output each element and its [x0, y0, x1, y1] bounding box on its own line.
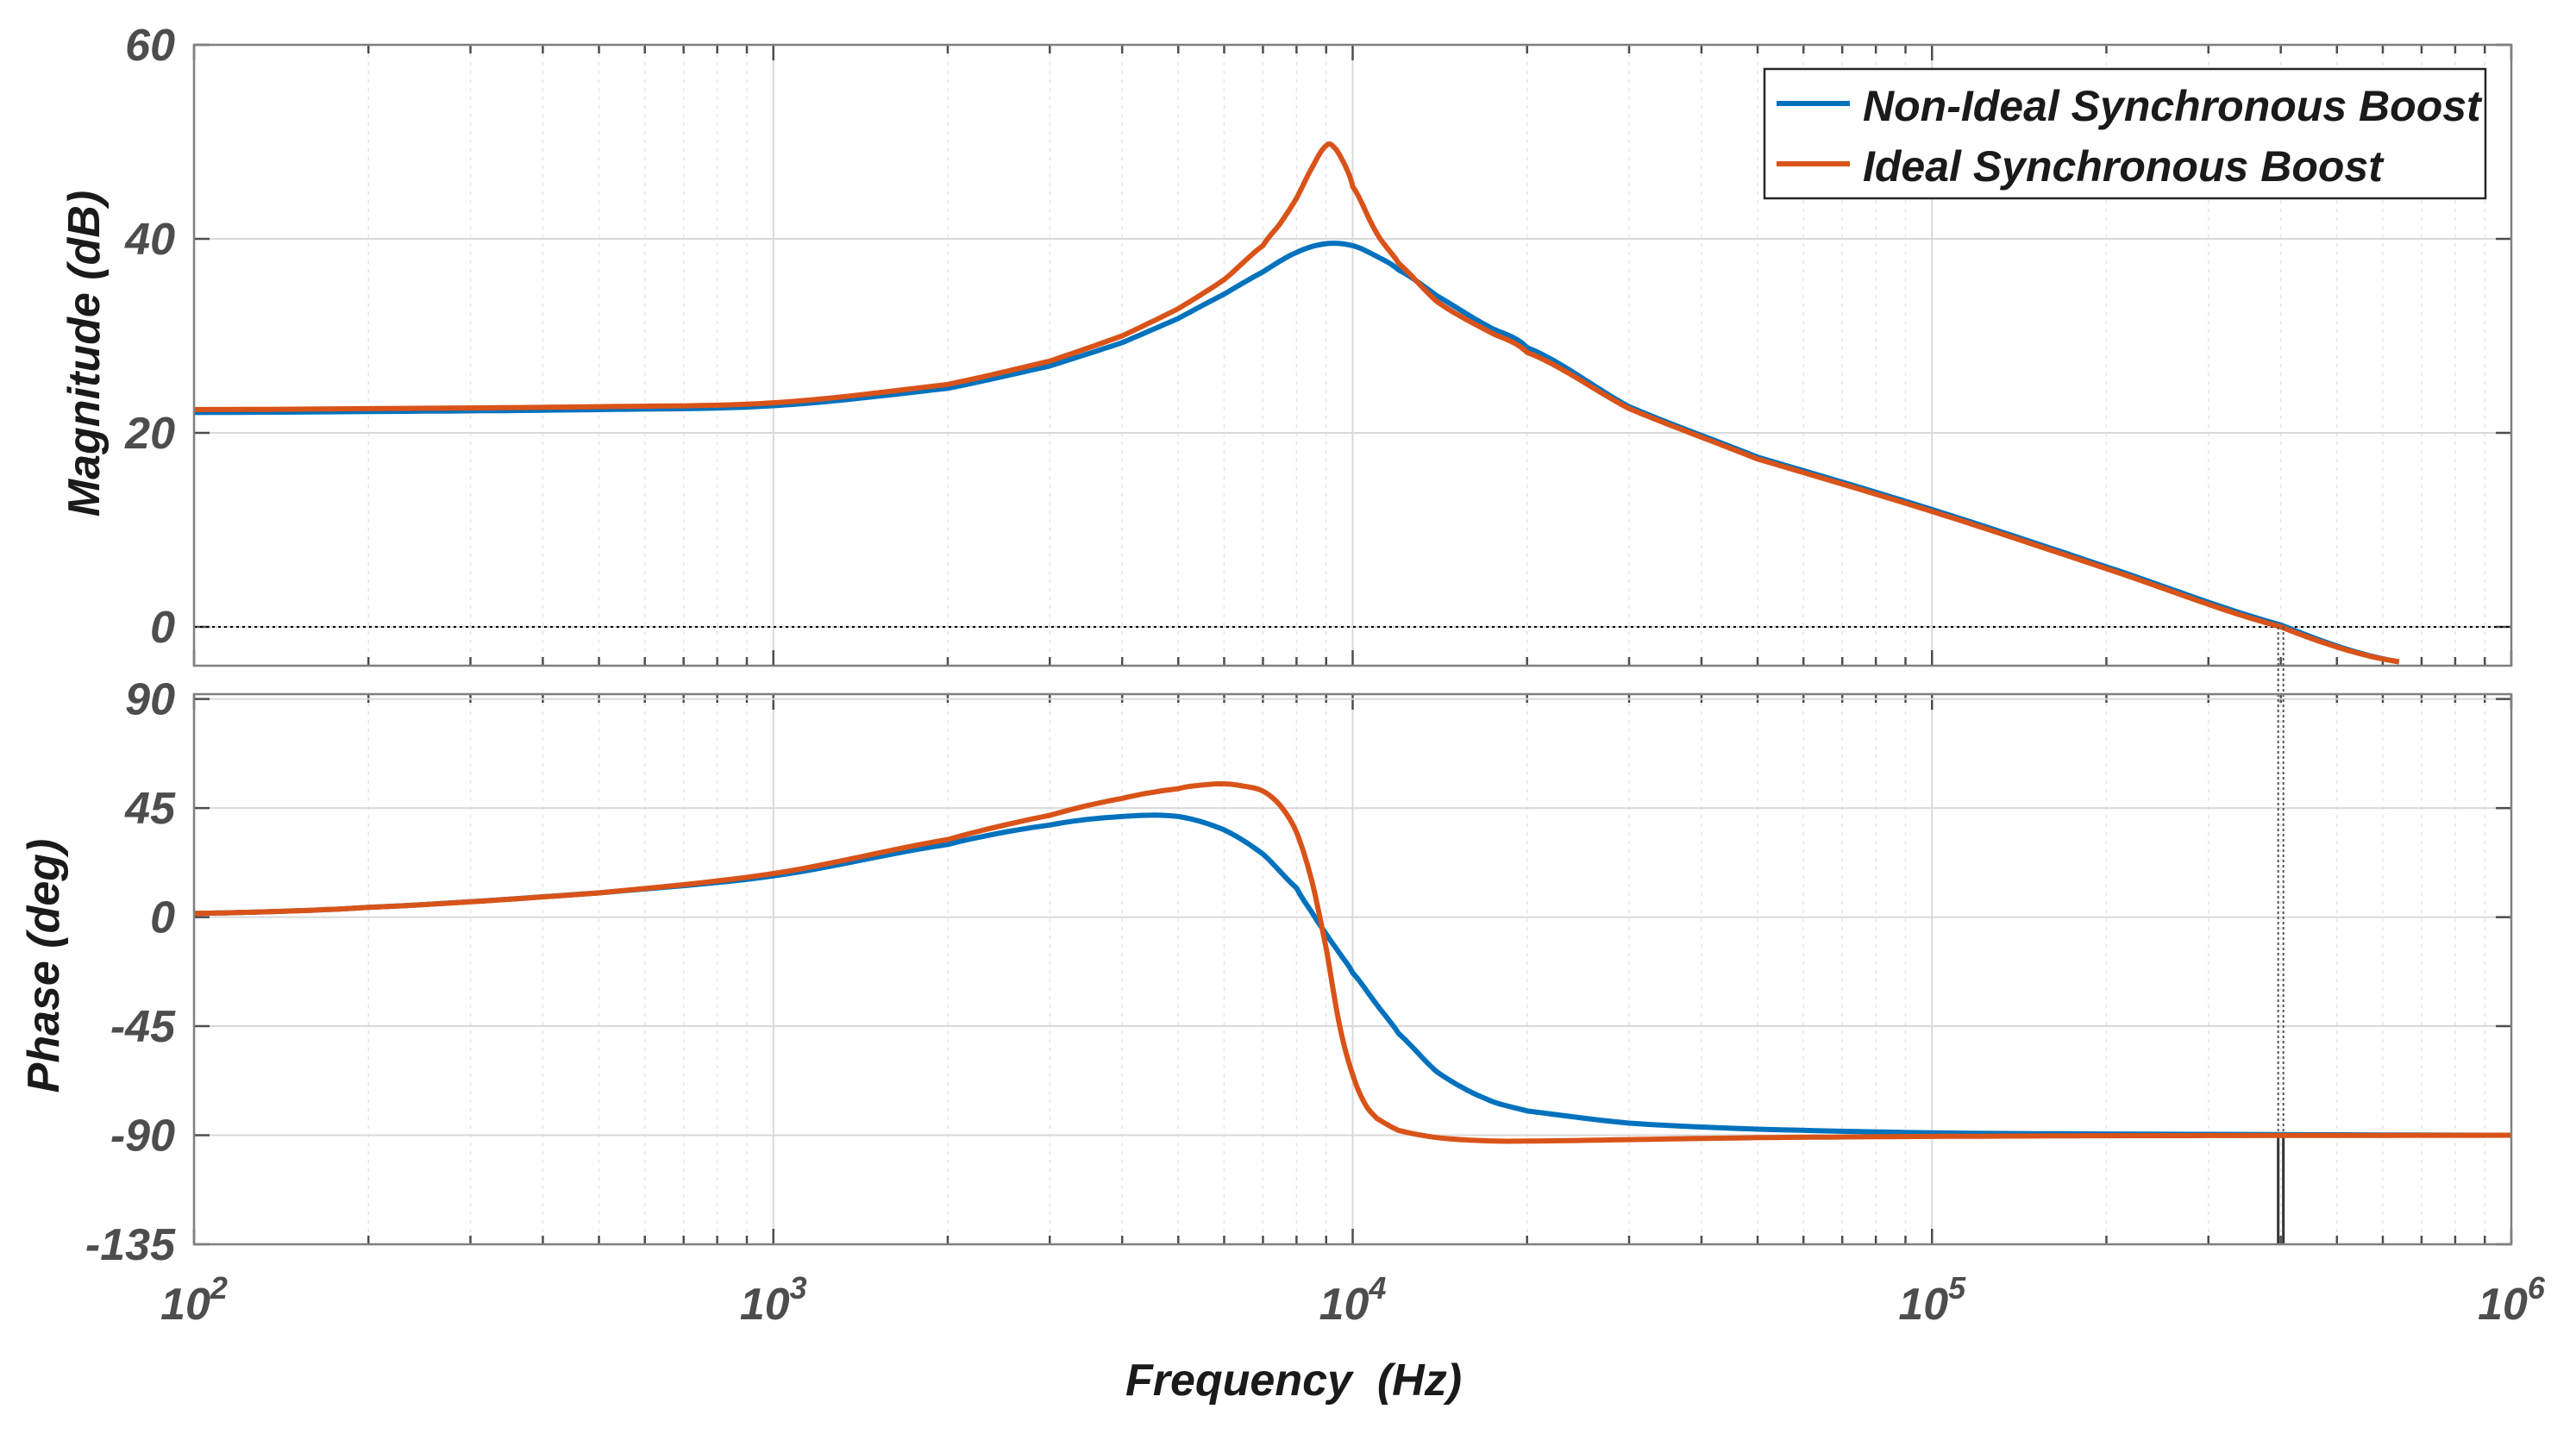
legend-box	[1763, 67, 2487, 200]
y-tick-label: -90	[110, 1112, 175, 1162]
y-tick-label: 40	[124, 215, 175, 265]
magnitude-y-axis-label: Magnitude (dB)	[60, 191, 110, 517]
y-tick-label: 0	[150, 893, 175, 943]
series-line-non-ideal	[193, 812, 2511, 1138]
y-tick-label: 0	[150, 603, 175, 653]
magnitude-series	[193, 141, 2400, 665]
y-tick-label: -135	[85, 1220, 176, 1270]
magnitude-axes-frame	[192, 43, 2513, 667]
x-axis-label: Frequency (Hz)	[1125, 1356, 1462, 1406]
legend-label-non-ideal: Non-Ideal Synchronous Boost	[1863, 82, 2483, 130]
phase-y-axis-label: Phase (deg)	[19, 839, 69, 1093]
legend: Non-Ideal Synchronous Boost Ideal Synchr…	[1763, 67, 2487, 200]
y-tick-label: 45	[124, 784, 176, 834]
legend-label-ideal: Ideal Synchronous Boost	[1863, 142, 2385, 191]
crossover-marker	[2277, 627, 2285, 1244]
phase-axes-frame	[192, 692, 2513, 1246]
series-line-ideal	[193, 141, 2400, 665]
phase-series	[193, 780, 2512, 1144]
y-tick-label: 90	[125, 675, 175, 725]
magnitude-y-ticks: 60 40 20 0	[124, 21, 175, 653]
y-tick-label: -45	[110, 1002, 176, 1052]
y-tick-label: 60	[125, 21, 175, 71]
series-line-ideal	[193, 780, 2512, 1144]
phase-y-ticks: 90 45 0 -45 -90 -135	[85, 675, 176, 1270]
y-tick-label: 20	[124, 409, 175, 459]
